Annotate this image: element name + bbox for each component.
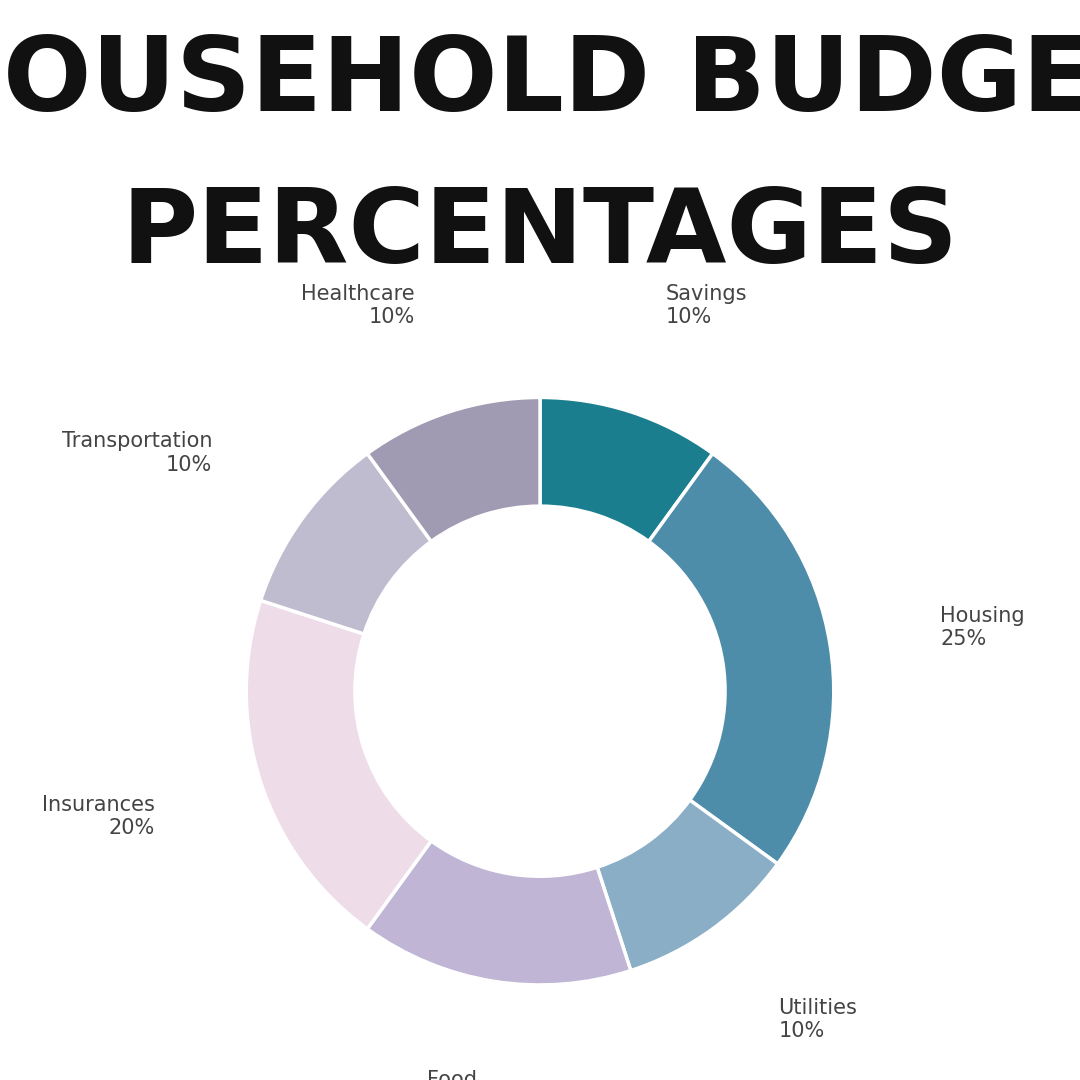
Wedge shape (597, 800, 778, 971)
Text: Food
15%: Food 15% (427, 1070, 476, 1080)
Wedge shape (649, 454, 834, 864)
Text: Utilities
10%: Utilities 10% (779, 998, 858, 1041)
Wedge shape (367, 397, 540, 541)
Text: Housing
25%: Housing 25% (941, 606, 1025, 649)
Wedge shape (246, 600, 431, 929)
Wedge shape (260, 454, 431, 634)
Wedge shape (540, 397, 713, 541)
Text: Savings
10%: Savings 10% (665, 284, 746, 327)
Text: Healthcare
10%: Healthcare 10% (301, 284, 415, 327)
Text: HOUSEHOLD BUDGET: HOUSEHOLD BUDGET (0, 32, 1080, 134)
Text: Insurances
20%: Insurances 20% (41, 795, 154, 838)
Wedge shape (367, 841, 631, 985)
Text: Transportation
10%: Transportation 10% (62, 431, 212, 474)
Text: PERCENTAGES: PERCENTAGES (121, 184, 959, 285)
